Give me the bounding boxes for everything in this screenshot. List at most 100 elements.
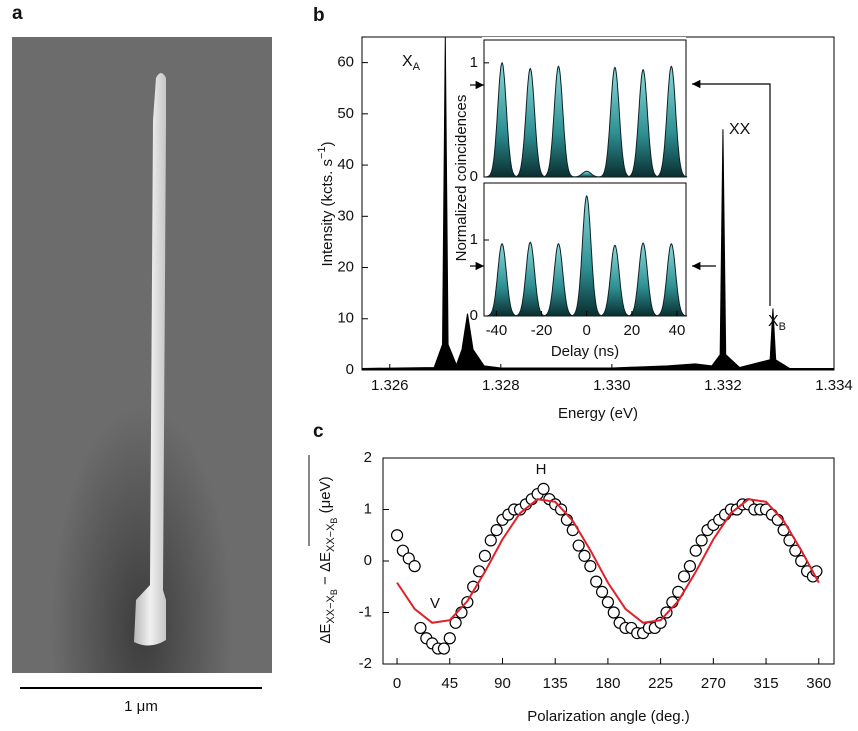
y-tick-label: 0 bbox=[346, 361, 354, 378]
y-axis-label: Intensity (kcts. s−1) bbox=[316, 141, 336, 266]
data-point bbox=[390, 529, 404, 542]
peak-label: XX bbox=[729, 121, 751, 138]
peak-label: XA bbox=[402, 53, 421, 73]
text-part: −1 bbox=[316, 146, 328, 159]
text-part: ΔE bbox=[317, 552, 334, 572]
y-axis-label: Normalized coincidences bbox=[453, 95, 470, 262]
data-point bbox=[572, 539, 585, 552]
text-part: (μeV) bbox=[317, 476, 334, 517]
coincidence-peak bbox=[570, 170, 603, 178]
y-tick-label: 1 bbox=[470, 54, 478, 71]
y-tick-label: -2 bbox=[359, 655, 372, 672]
data-point bbox=[484, 534, 497, 547]
text-part: B bbox=[329, 518, 339, 524]
coincidence-peak bbox=[627, 68, 659, 178]
text-part: Intensity (kcts. s bbox=[319, 159, 336, 267]
data-point bbox=[695, 534, 708, 547]
x-tick-label: 360 bbox=[806, 675, 831, 692]
data-point bbox=[590, 575, 603, 588]
data-point bbox=[595, 585, 609, 599]
text-part: XX−X bbox=[325, 523, 337, 552]
text-part: A bbox=[413, 61, 421, 73]
x-tick-label: 1.330 bbox=[593, 377, 631, 394]
inset-frame bbox=[483, 39, 687, 178]
y-axis-label: ΔEXX−XB − ΔEXX−XB (μeV) bbox=[317, 476, 339, 643]
inset-plot: 0 1 0 1 -40 -20 0 20 40 Delay (ns) Normalized coin… bbox=[453, 37, 688, 360]
annotation: H bbox=[536, 461, 547, 478]
data-point bbox=[414, 621, 427, 635]
x-tick-label: 315 bbox=[754, 675, 779, 692]
coincidence-peak bbox=[486, 243, 518, 317]
scale-bar-label: 1 μm bbox=[124, 698, 158, 715]
annotation: V bbox=[430, 595, 440, 612]
y-tick-label: -1 bbox=[359, 603, 372, 620]
data-point bbox=[677, 570, 691, 583]
coincidence-peak bbox=[599, 66, 631, 178]
text-part: ) bbox=[319, 141, 336, 146]
polarization-plot: 0 45 90 135 180 225 270 315 360 -2 -1 0 1 2 Polarizati… bbox=[317, 449, 835, 725]
peak-label: XB bbox=[768, 313, 786, 333]
x-tick-label: 0 bbox=[393, 675, 401, 692]
x-axis-label: Polarization angle (deg.) bbox=[527, 708, 690, 725]
data-point bbox=[601, 596, 615, 609]
x-tick-label: 0 bbox=[583, 322, 591, 339]
y-tick-label: 60 bbox=[337, 54, 354, 71]
x-tick-label: 135 bbox=[543, 675, 568, 692]
data-point bbox=[578, 549, 591, 562]
text-part: B bbox=[329, 589, 339, 595]
data-point bbox=[584, 560, 597, 573]
x-tick-label: 225 bbox=[648, 675, 673, 692]
x-tick-label: -20 bbox=[531, 322, 553, 339]
sem-image bbox=[12, 37, 272, 673]
panel-label: a bbox=[12, 3, 23, 24]
y-tick-label: 0 bbox=[470, 307, 478, 324]
x-tick-label: 180 bbox=[595, 675, 620, 692]
y-tick-label: 20 bbox=[337, 259, 354, 276]
x-tick-label: 1.326 bbox=[371, 377, 409, 394]
panel-label: b bbox=[313, 5, 325, 26]
x-tick-label: 1.332 bbox=[704, 377, 742, 394]
fit-line bbox=[396, 498, 820, 624]
y-tick-label: 30 bbox=[337, 207, 354, 224]
x-tick-label: 45 bbox=[441, 675, 458, 692]
data-point bbox=[683, 560, 697, 573]
coincidence-peak bbox=[655, 243, 688, 317]
x-tick-label: 40 bbox=[669, 322, 686, 339]
coincidence-peak bbox=[599, 244, 631, 317]
text-part: X bbox=[768, 313, 779, 330]
nanowire bbox=[134, 73, 166, 646]
data-point bbox=[408, 560, 421, 573]
spectrum bbox=[362, 37, 834, 370]
data-point bbox=[437, 642, 451, 655]
text-part: − bbox=[317, 572, 334, 589]
arrow bbox=[692, 79, 771, 306]
data-point bbox=[443, 632, 456, 645]
y-tick-label: 1 bbox=[364, 500, 372, 517]
coincidence-peak bbox=[486, 61, 518, 178]
coincidence-peak bbox=[627, 242, 659, 317]
y-tick-label: 50 bbox=[337, 105, 354, 122]
x-tick-label: 20 bbox=[623, 322, 640, 339]
text-part: ΔE bbox=[317, 624, 334, 644]
data-point bbox=[537, 482, 550, 495]
x-tick-label: 270 bbox=[701, 675, 726, 692]
coincidence-peak bbox=[542, 243, 575, 317]
data-point bbox=[689, 544, 702, 557]
text-part: XX−X bbox=[325, 594, 337, 623]
y-tick-label: 10 bbox=[337, 310, 354, 327]
text-part: X bbox=[402, 53, 413, 70]
data-point bbox=[490, 523, 503, 537]
y-tick-label: 0 bbox=[470, 168, 478, 185]
text-part: B bbox=[779, 321, 786, 333]
text-part: XX bbox=[729, 121, 751, 138]
x-tick-label: 1.334 bbox=[815, 377, 853, 394]
data-point bbox=[478, 549, 492, 562]
coincidence-peak bbox=[570, 194, 603, 317]
panel-label: c bbox=[313, 421, 324, 442]
plot-frame bbox=[382, 457, 835, 665]
x-tick-label: -40 bbox=[486, 322, 508, 339]
y-tick-label: 1 bbox=[470, 231, 478, 248]
coincidence-peak bbox=[514, 67, 547, 178]
